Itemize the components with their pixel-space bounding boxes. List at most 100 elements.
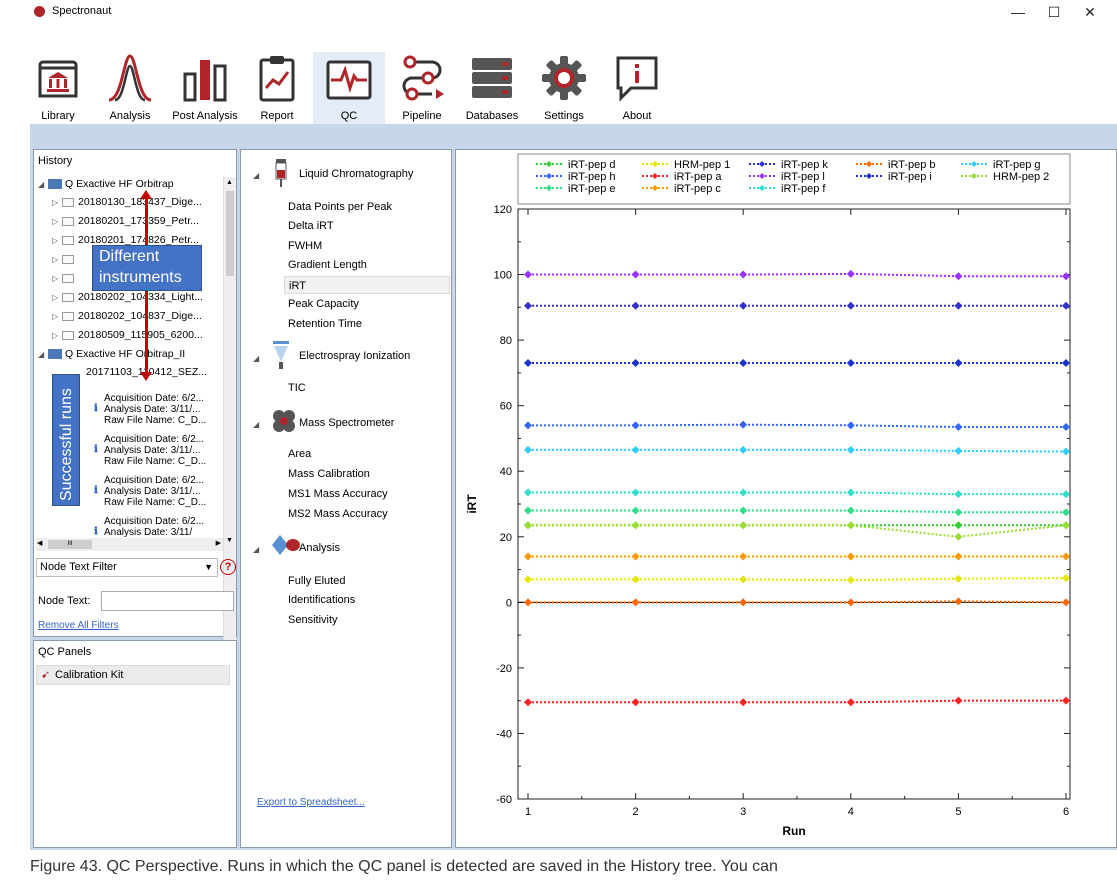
node-text-input[interactable]: [101, 591, 234, 611]
metric-item[interactable]: Data Points per Peak: [288, 201, 392, 213]
run-detail-group[interactable]: ℹ Acquisition Date: 6/2... Analysis Date…: [94, 516, 224, 538]
collapsed-arrow-icon[interactable]: ▷: [52, 331, 59, 340]
x-tick-label: 5: [955, 806, 961, 818]
ribbon-databases-button[interactable]: Databases: [462, 52, 522, 124]
category-liquid-chromatography[interactable]: Liquid Chromatography: [299, 168, 414, 180]
run-detail-group[interactable]: ℹ Acquisition Date: 6/2... Analysis Date…: [94, 393, 224, 433]
tree-node-run[interactable]: ▷ 20180202_104837_Dige...: [52, 310, 202, 325]
tree-node-instrument[interactable]: ◢ Q Exactive HF Orbitrap: [38, 178, 174, 193]
collapsed-arrow-icon[interactable]: ▷: [52, 236, 59, 245]
maximize-button[interactable]: ☐: [1047, 4, 1061, 20]
scroll-down-icon[interactable]: ▼: [226, 537, 233, 544]
scroll-up-icon[interactable]: ▲: [226, 179, 233, 186]
node-filter-select[interactable]: Node Text Filter ▼: [36, 558, 218, 577]
category-mass-spectrometer[interactable]: Mass Spectrometer: [299, 417, 395, 429]
gear-icon: [542, 56, 586, 100]
metric-item[interactable]: Peak Capacity: [288, 298, 359, 310]
ribbon-analysis-button[interactable]: Analysis: [102, 52, 158, 124]
ribbon-settings-button[interactable]: Settings: [538, 52, 590, 124]
ribbon-library-button[interactable]: Library: [30, 52, 86, 124]
ribbon-about-button[interactable]: About: [612, 52, 662, 124]
scroll-thumb[interactable]: [226, 191, 234, 276]
collapsed-arrow-icon[interactable]: ▷: [52, 274, 59, 283]
collapsed-arrow-icon[interactable]: ▷: [52, 255, 59, 264]
irt-chart[interactable]: iRT-pep d HRM-pep 1 iRT-pep k iRT-pep b iRT-…: [456, 150, 1116, 847]
detail-line: Analysis Date: 3/11/: [104, 527, 193, 538]
legend-marker: [652, 185, 658, 191]
tree-node-run[interactable]: ▷: [52, 272, 78, 287]
metric-item[interactable]: Identifications: [288, 594, 356, 606]
tree-node-run[interactable]: ▷ 20180509_115905_6200...: [52, 329, 203, 344]
data-point: [524, 270, 532, 279]
history-vertical-scrollbar[interactable]: ▲ ▼: [223, 177, 236, 689]
category-analysis[interactable]: Analysis: [299, 542, 340, 554]
metric-item[interactable]: Retention Time: [288, 318, 362, 330]
metric-item[interactable]: Mass Calibration: [288, 468, 370, 480]
data-point: [846, 598, 855, 607]
scroll-right-icon[interactable]: ▶: [215, 540, 221, 547]
metric-item[interactable]: Delta iRT: [288, 220, 334, 232]
collapsed-arrow-icon[interactable]: ▷: [52, 198, 59, 207]
export-to-spreadsheet-link[interactable]: Export to Spreadsheet...: [257, 797, 365, 808]
metric-item[interactable]: FWHM: [288, 240, 323, 252]
metric-item[interactable]: Fully Eluted: [288, 575, 346, 587]
ribbon-pipeline-button[interactable]: Pipeline: [394, 52, 450, 124]
scroll-left-icon[interactable]: ◀: [37, 540, 43, 547]
data-point: [846, 301, 855, 310]
folder-icon: [62, 235, 74, 245]
calibration-kit-item[interactable]: ➹ Calibration Kit: [36, 665, 230, 685]
data-point: [954, 532, 963, 541]
collapsed-arrow-icon[interactable]: ▷: [52, 217, 59, 226]
run-detail-group[interactable]: ℹ Acquisition Date: 6/2... Analysis Date…: [94, 434, 224, 474]
app-title: Spectronaut: [52, 5, 112, 17]
instrument-label: Q Exactive HF Orbitrap: [65, 178, 174, 190]
data-point: [739, 359, 748, 368]
run-detail-group[interactable]: ℹ Acquisition Date: 6/2... Analysis Date…: [94, 475, 224, 515]
data-point: [954, 552, 963, 561]
scroll-thumb[interactable]: III: [48, 540, 92, 549]
data-point: [1062, 447, 1070, 456]
history-horizontal-scrollbar[interactable]: ◀ III ▶: [36, 538, 223, 551]
category-electrospray-ionization[interactable]: Electrospray Ionization: [299, 350, 411, 362]
y-tick-label: 20: [500, 532, 512, 544]
close-button[interactable]: ✕: [1084, 4, 1096, 20]
minimize-button[interactable]: —: [1011, 4, 1025, 20]
collapsed-arrow-icon[interactable]: ▷: [52, 293, 59, 302]
expand-arrow-icon[interactable]: ◢: [253, 354, 260, 363]
expand-arrow-icon[interactable]: ◢: [38, 350, 45, 359]
data-point: [631, 521, 640, 530]
expand-arrow-icon[interactable]: ◢: [253, 420, 260, 429]
tree-node-run[interactable]: ▷ 20180201_174826_Petr...: [52, 234, 199, 249]
ribbon-report-button[interactable]: Report: [252, 52, 302, 124]
tree-node-run[interactable]: ▷: [52, 253, 78, 268]
tree-node-run[interactable]: ▷ 20180202_104334_Light...: [52, 291, 203, 306]
legend-label: HRM-pep 2: [993, 171, 1049, 183]
metric-item[interactable]: Area: [288, 448, 312, 460]
tree-node-run[interactable]: ▷ 20180130_183437_Dige...: [52, 196, 202, 211]
ribbon-post-analysis-button[interactable]: Post Analysis: [170, 52, 240, 124]
node-filter-value: Node Text Filter: [40, 561, 117, 573]
ribbon-label: Databases: [465, 110, 519, 122]
data-point: [739, 506, 748, 515]
metric-item[interactable]: TIC: [288, 382, 306, 394]
tree-node-run[interactable]: ▷ 20180201_173359_Petr...: [52, 215, 199, 230]
tree-node-instrument[interactable]: ◢ Q Exactive HF Orbitrap_II: [38, 348, 185, 363]
expand-arrow-icon[interactable]: ◢: [253, 545, 260, 554]
data-point: [954, 301, 963, 310]
metric-item[interactable]: MS1 Mass Accuracy: [288, 488, 388, 500]
metric-item[interactable]: Sensitivity: [288, 614, 338, 626]
metric-item-selected[interactable]: iRT: [284, 276, 450, 294]
figure-caption: Figure 43. QC Perspective. Runs in which…: [30, 858, 778, 875]
ribbon-label: Pipeline: [402, 110, 442, 122]
legend-marker: [759, 161, 765, 167]
remove-all-filters-link[interactable]: Remove All Filters: [38, 620, 119, 631]
expand-arrow-icon[interactable]: ◢: [253, 171, 260, 180]
qc-panels-header: QC Panels: [38, 646, 92, 658]
title-bar: Spectronaut — ☐ ✕: [0, 0, 1117, 24]
metric-item[interactable]: Gradient Length: [288, 259, 367, 271]
help-icon[interactable]: ?: [220, 559, 236, 575]
expand-arrow-icon[interactable]: ◢: [38, 180, 45, 189]
collapsed-arrow-icon[interactable]: ▷: [52, 312, 59, 321]
metric-item[interactable]: MS2 Mass Accuracy: [288, 508, 388, 520]
ribbon-qc-button[interactable]: QC: [313, 52, 385, 124]
